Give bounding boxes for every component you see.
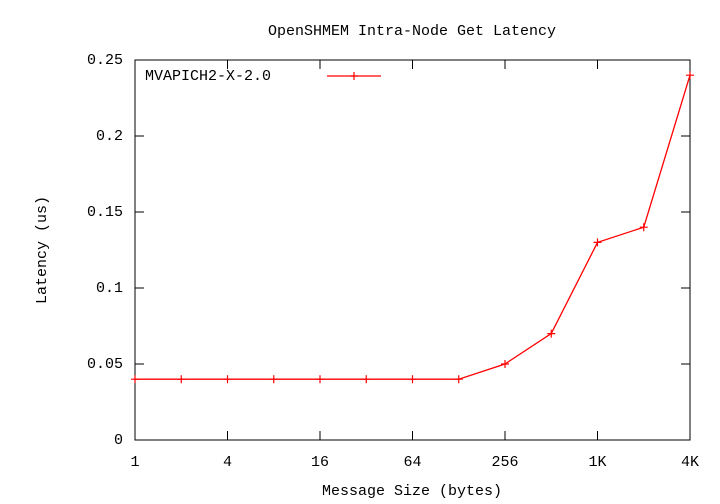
point-marker bbox=[408, 375, 417, 384]
y-tick-label: 0.2 bbox=[96, 128, 123, 145]
y-tick-label: 0.15 bbox=[87, 204, 123, 221]
point-marker bbox=[454, 375, 463, 384]
y-tick-label: 0.05 bbox=[87, 356, 123, 373]
legend-marker bbox=[350, 72, 358, 80]
point-marker bbox=[686, 71, 694, 80]
x-tick-label: 4K bbox=[681, 454, 699, 471]
x-tick-label: 4 bbox=[223, 454, 232, 471]
point-marker bbox=[362, 375, 371, 384]
point-marker bbox=[501, 360, 509, 368]
point-marker bbox=[593, 238, 602, 247]
point-marker bbox=[639, 223, 648, 232]
x-tick-label: 256 bbox=[491, 454, 518, 471]
legend-label: MVAPICH2-X-2.0 bbox=[145, 68, 271, 85]
point-marker bbox=[316, 375, 324, 384]
point-marker bbox=[223, 375, 232, 384]
point-marker bbox=[177, 375, 186, 384]
y-axis-label: Latency (us) bbox=[34, 196, 51, 304]
y-tick-label: 0.1 bbox=[96, 280, 123, 297]
series-line bbox=[135, 75, 691, 380]
point-marker bbox=[547, 329, 556, 338]
y-tick-label: 0 bbox=[114, 432, 123, 449]
x-tick-label: 1 bbox=[130, 454, 139, 471]
x-axis-label: Message Size (bytes) bbox=[322, 483, 502, 500]
x-tick-label: 16 bbox=[311, 454, 329, 471]
x-tick-label: 64 bbox=[403, 454, 421, 471]
point-marker bbox=[131, 375, 139, 384]
y-tick-label: 0.25 bbox=[87, 52, 123, 69]
point-marker bbox=[269, 375, 278, 384]
x-tick-label: 1K bbox=[588, 454, 606, 471]
chart-title: OpenSHMEM Intra-Node Get Latency bbox=[268, 23, 556, 40]
